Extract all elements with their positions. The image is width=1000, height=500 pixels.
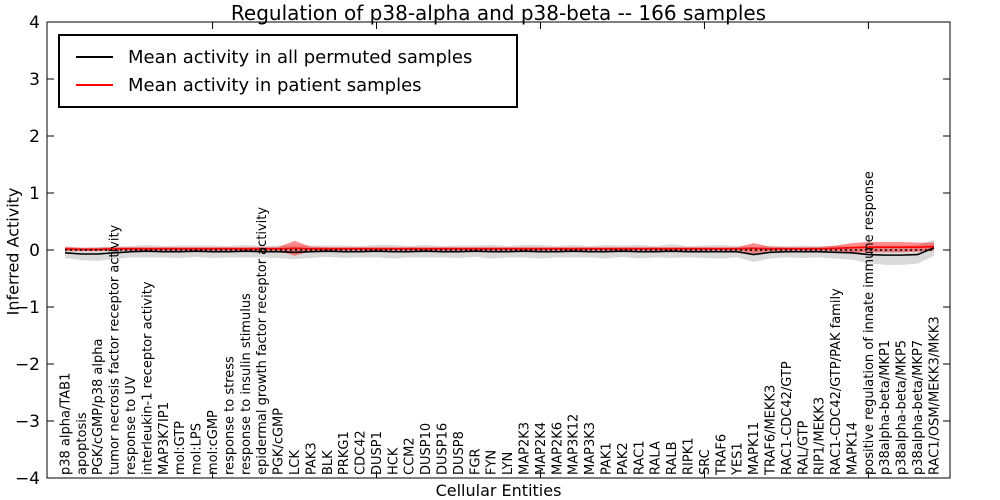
legend-item-permuted: Mean activity in all permuted samples [76,43,506,71]
x-category-label: HCK [386,447,401,475]
x-category-label: MAP3K12 [567,414,582,475]
x-category-label: TRAF6/MEKK3 [763,385,778,476]
x-axis-label: Cellular Entities [435,481,562,500]
y-tick-label: −2 [15,355,40,375]
x-category-label: DUSP10 [419,423,434,475]
y-tick-label: 0 [29,241,40,261]
x-category-label: apoptosis [75,412,90,475]
legend: Mean activity in all permuted samples Me… [58,34,518,108]
x-category-label: MAP2K4 [534,422,549,475]
x-category-label: RAL/GTP [796,420,811,475]
x-category-label: response to insulin stimulus [239,293,254,475]
legend-item-patient: Mean activity in patient samples [76,71,506,99]
x-category-label: tumor necrosis factor receptor activity [108,224,123,475]
x-category-label: FGR [468,448,483,475]
x-category-label: p38alpha-beta/MKP7 [911,340,926,475]
x-category-label: DUSP8 [452,431,467,475]
x-category-label: positive regulation of innate immune res… [862,171,877,475]
x-category-label: p38alpha-beta/MKP5 [895,340,910,475]
x-category-label: MAPK14 [845,422,860,475]
y-axis-label: Inferred Activity [3,187,23,316]
patient-mean-line [64,245,935,251]
x-category-label: MAP3K3 [583,422,598,475]
x-category-label: response to stress [222,356,237,475]
x-category-label: SRC [698,449,713,475]
x-category-label: p38 alpha/TAB1 [58,373,73,475]
x-category-label: RAC1/OSM/MEKK3/MKK3 [927,316,942,475]
x-category-label: RIP1/MEKK3 [813,397,828,475]
x-category-label: LYN [501,452,516,475]
x-category-label: CDC42 [354,430,369,475]
x-category-label: RALB [665,441,680,475]
x-category-label: MAP2K6 [550,422,565,475]
x-category-label: LCK [288,450,303,475]
x-category-label: MAP2K3 [518,422,533,475]
x-category-label: BLK [321,450,336,475]
x-category-label: DUSP16 [436,423,451,475]
x-category-label: CCM2 [403,437,418,475]
x-category-label: RAC1 [632,440,647,475]
y-tick-label: −3 [15,412,40,432]
x-category-label: mol:cGMP [206,410,221,475]
x-category-label: RAC1-CDC42/GTP/PAK family [829,288,844,475]
x-category-label: MAPK11 [747,422,762,475]
x-category-label: DUSP1 [370,431,385,475]
x-category-label: p38alpha-beta/MKP1 [878,340,893,475]
x-category-label: interleukin-1 receptor activity [140,281,155,475]
legend-label-permuted: Mean activity in all permuted samples [128,46,473,68]
x-category-label: mol:LPS [190,423,205,475]
x-category-label: PAK3 [304,442,319,475]
x-category-label: TRAF6 [714,434,729,476]
x-category-label: PAK1 [599,442,614,475]
x-category-label: mol:GTP [173,421,188,475]
y-tick-label: 3 [29,70,40,90]
x-category-label: PGK/cGMP/p38 alpha [91,339,106,475]
permuted-line-swatch [76,56,113,58]
x-category-label: epidermal growth factor receptor activit… [255,207,270,475]
chart-title: Regulation of p38-alpha and p38-beta -- … [230,1,767,25]
x-category-label: PAK2 [616,442,631,475]
y-tick-label: −1 [15,298,40,318]
x-category-label: FYN [485,450,500,475]
legend-label-patient: Mean activity in patient samples [128,74,422,96]
x-category-label: PGK/cGMP [272,408,287,475]
y-tick-label: 4 [29,13,40,33]
x-category-label: RIPK1 [681,437,696,475]
x-category-label: RALA [649,441,664,475]
x-category-label: RAC1-CDC42/GTP [780,361,795,475]
y-tick-label: 1 [29,184,40,204]
x-category-label: PRKG1 [337,431,352,475]
y-tick-label: 2 [29,127,40,147]
x-category-label: YES1 [731,442,746,476]
x-category-label: MAP3K7IP1 [157,402,172,475]
patient-line-swatch [76,84,113,86]
permuted-mean-line [64,246,935,256]
x-category-label: response to UV [124,376,139,475]
y-tick-label: −4 [15,469,40,489]
